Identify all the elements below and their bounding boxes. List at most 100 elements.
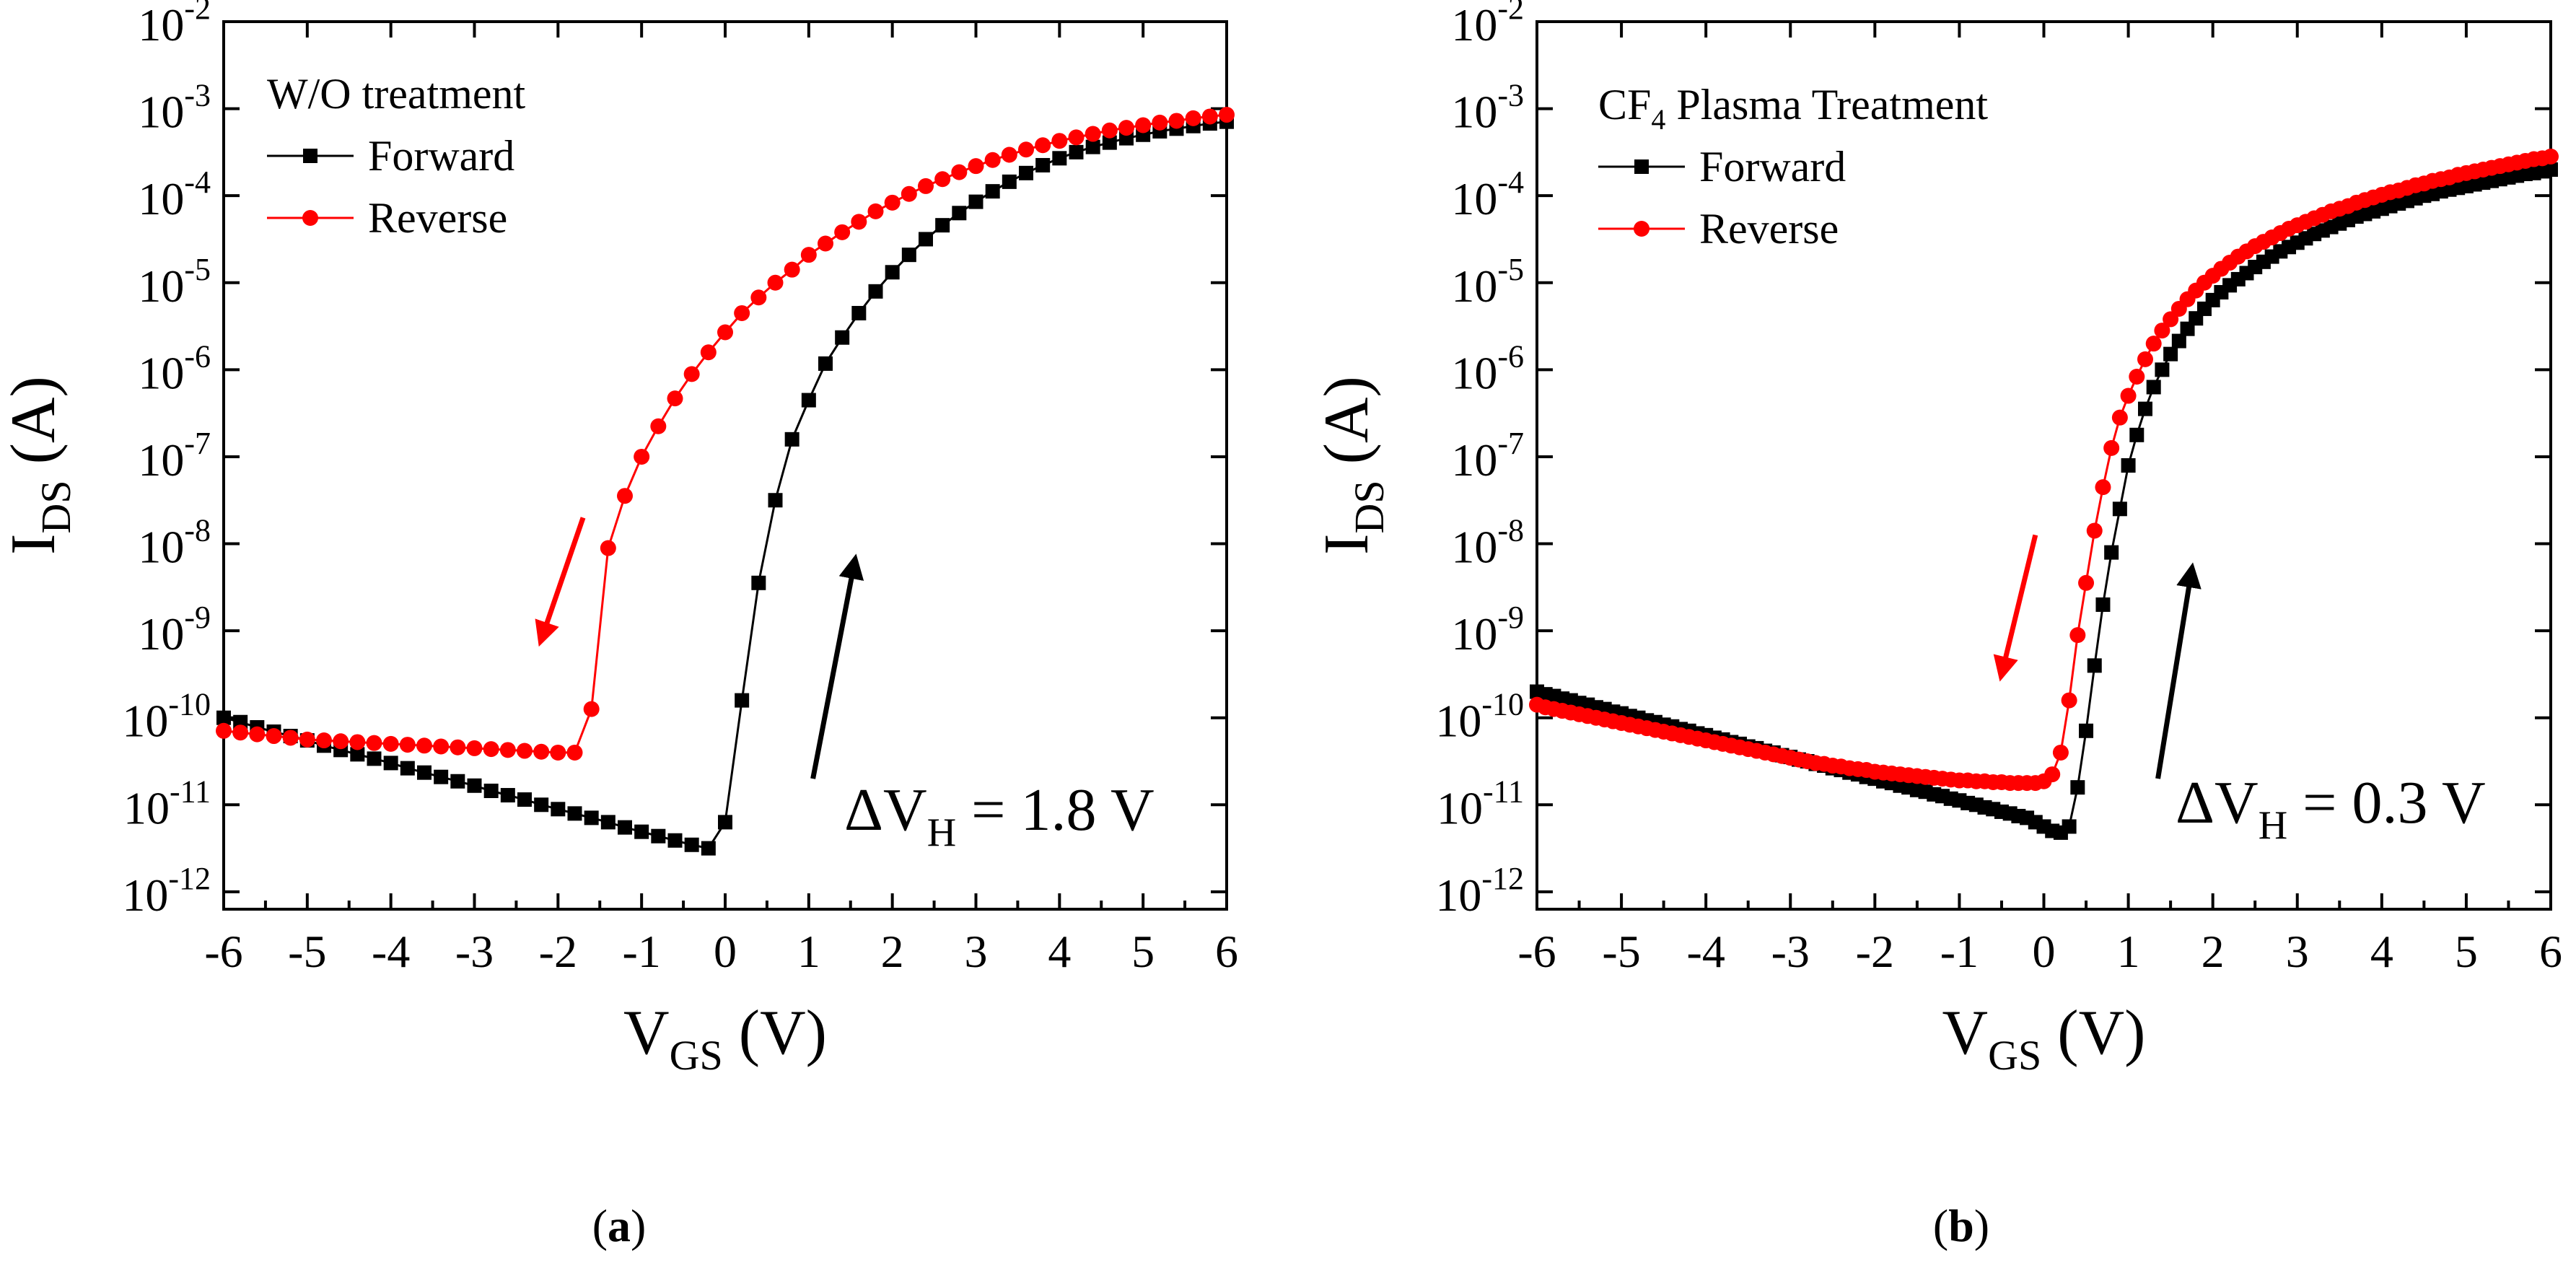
- panel-a-reverse-point: [333, 733, 349, 750]
- panel-a-x-axis-label: VGS (V): [623, 998, 827, 1079]
- panel-b-caption: (b): [1933, 1200, 1989, 1251]
- panel-a-reverse-point: [683, 366, 700, 382]
- panel-b-y-tick-label: 10-9: [1451, 600, 1524, 660]
- panel-b-x-tick-label: 3: [2286, 926, 2309, 977]
- panel-a-forward-point: [500, 788, 515, 803]
- panel-a-forward-point: [584, 810, 599, 826]
- panel-a-reverse-point: [316, 732, 332, 749]
- panel-a-reverse-point: [232, 724, 249, 741]
- panel-b-forward-point: [2163, 346, 2178, 362]
- panel-a-reverse-point: [1001, 146, 1017, 163]
- panel-b-forward-point: [2095, 597, 2111, 612]
- panel-a-reverse-point: [1101, 122, 1118, 139]
- panel-a-reverse-point: [700, 344, 717, 361]
- panel-a-reverse-point: [1201, 108, 1218, 125]
- panel-b-reverse-point: [2069, 627, 2086, 644]
- panel-b-x-tick-label: 4: [2370, 926, 2393, 977]
- panel-a-forward-point: [935, 218, 950, 233]
- panel-a-forward-point: [1085, 139, 1100, 154]
- panel-a-forward-point: [634, 824, 649, 839]
- panel-a-reverse-point: [282, 730, 299, 746]
- panel-b-x-tick-label: 0: [2033, 926, 2056, 977]
- panel-b-reverse-point: [2095, 479, 2111, 496]
- panel-a-reverse-point: [249, 726, 266, 743]
- panel-a-forward-point: [567, 806, 582, 821]
- panel-b-forward-point: [2062, 819, 2077, 834]
- panel-b-reverse-point: [2061, 692, 2077, 709]
- panel-b-reverse-point: [2078, 574, 2095, 591]
- panel-a-y-tick-label: 10-6: [138, 338, 211, 398]
- panel-a-forward-point: [735, 693, 750, 708]
- panel-b-forward-point: [2079, 723, 2094, 738]
- panel-a-forward-point: [367, 751, 382, 766]
- panel-a-reverse-point: [1068, 129, 1085, 146]
- panel-a-reverse-point: [266, 728, 282, 745]
- panel-a-x-tick-label: 2: [881, 926, 904, 977]
- panel-a-y-tick-label: 10-10: [122, 687, 211, 747]
- panel-a-x-tick-label: -4: [372, 926, 410, 977]
- panel-a-reverse-point: [934, 171, 951, 188]
- panel-a-forward-point: [383, 756, 398, 771]
- panel-a-reverse-point: [834, 224, 851, 240]
- panel-a-y-tick-label: 10-3: [138, 78, 211, 138]
- panel-a-forward-point: [551, 802, 566, 817]
- panel-a-reverse-point: [918, 178, 934, 194]
- panel-b-reverse-point: [2129, 369, 2145, 385]
- panel-a-forward-point: [919, 232, 933, 247]
- panel-b-legend-forward-label: Forward: [1699, 143, 1846, 190]
- panel-a-reverse-point: [600, 540, 616, 556]
- panel-a-forward-point: [801, 393, 816, 408]
- panel-b-reverse-point: [2044, 766, 2061, 783]
- panel-b-x-tick-label: 6: [2539, 926, 2562, 977]
- panel-b-reverse-point: [2543, 148, 2559, 165]
- panel-a-y-tick-label: 10-5: [138, 252, 211, 312]
- panel-a-legend-reverse-label: Reverse: [368, 194, 507, 242]
- panel-b: -6 -5 -4 -3 -2 -1 0 1 2 3 4 5 6 10-2 10-3 10-4 10-5 10-6 1…: [1312, 0, 2562, 1251]
- panel-a-forward-point: [517, 792, 532, 807]
- panel-b-x-tick-label: 1: [2117, 926, 2140, 977]
- panel-a-y-tick-label: 10-4: [138, 165, 211, 224]
- panel-b-x-axis-label: VGS (V): [1942, 998, 2146, 1079]
- panel-b-y-tick-label: 10-8: [1451, 513, 1524, 573]
- panel-b-x-tick-label: 5: [2455, 926, 2478, 977]
- panel-a-forward-point: [851, 305, 867, 320]
- panel-a-forward-point: [952, 206, 967, 221]
- panel-a-forward-point: [901, 248, 916, 263]
- panel-a-forward-point: [467, 778, 482, 793]
- panel-a-reverse-point: [1219, 107, 1235, 123]
- panel-a-reverse-point: [968, 158, 984, 175]
- panel-a-reverse-point: [1135, 117, 1152, 133]
- panel-a-reverse-point: [1152, 114, 1168, 131]
- panel-b-legend-title: CF4 Plasma Treatment: [1598, 81, 1988, 136]
- panel-a-y-tick-label: 10-8: [138, 513, 211, 573]
- panel-a-forward-point: [718, 815, 732, 830]
- panel-a-y-axis-label: IDS (A): [0, 376, 79, 555]
- panel-a-forward-point: [1069, 144, 1084, 159]
- panel-a-reverse-point: [566, 744, 583, 761]
- panel-a-x-tick-label: 0: [714, 926, 737, 977]
- panel-a-forward-point: [651, 828, 666, 844]
- panel-a-forward-point: [768, 493, 783, 508]
- panel-a-forward-point: [701, 841, 716, 856]
- panel-a-forward-point: [667, 833, 683, 848]
- panel-a-y-tick-label: 10-12: [122, 861, 211, 921]
- panel-a-reverse-point: [1085, 126, 1101, 142]
- panel-a-reverse-point: [650, 418, 667, 434]
- panel-a-reverse-point: [767, 274, 784, 291]
- panel-a-forward-point: [600, 815, 615, 830]
- panel-a: -6 -5 -4 -3 -2 -1 0 1 2 3 4 5 6 10-2 10-3 10-4 10-5 10-6 1…: [0, 0, 1238, 1251]
- panel-b-x-tick-label: -3: [1771, 926, 1810, 977]
- panel-a-forward-point: [684, 837, 699, 852]
- panel-a-forward-point: [450, 774, 465, 789]
- panel-a-reverse-point: [533, 743, 550, 760]
- panel-a-reverse-point: [299, 731, 315, 748]
- panel-a-forward-point: [835, 330, 850, 345]
- panel-a-reverse-point: [984, 152, 1001, 168]
- panel-a-reverse-point: [1035, 137, 1051, 154]
- panel-a-forward-point: [1052, 151, 1067, 166]
- panel-a-reverse-sweep-arrow: [535, 517, 586, 647]
- panel-b-reverse-point: [2145, 336, 2162, 352]
- panel-a-legend-reverse-marker: [302, 210, 318, 226]
- panel-a-forward-point: [885, 265, 900, 280]
- panel-a-reverse-point: [734, 305, 750, 321]
